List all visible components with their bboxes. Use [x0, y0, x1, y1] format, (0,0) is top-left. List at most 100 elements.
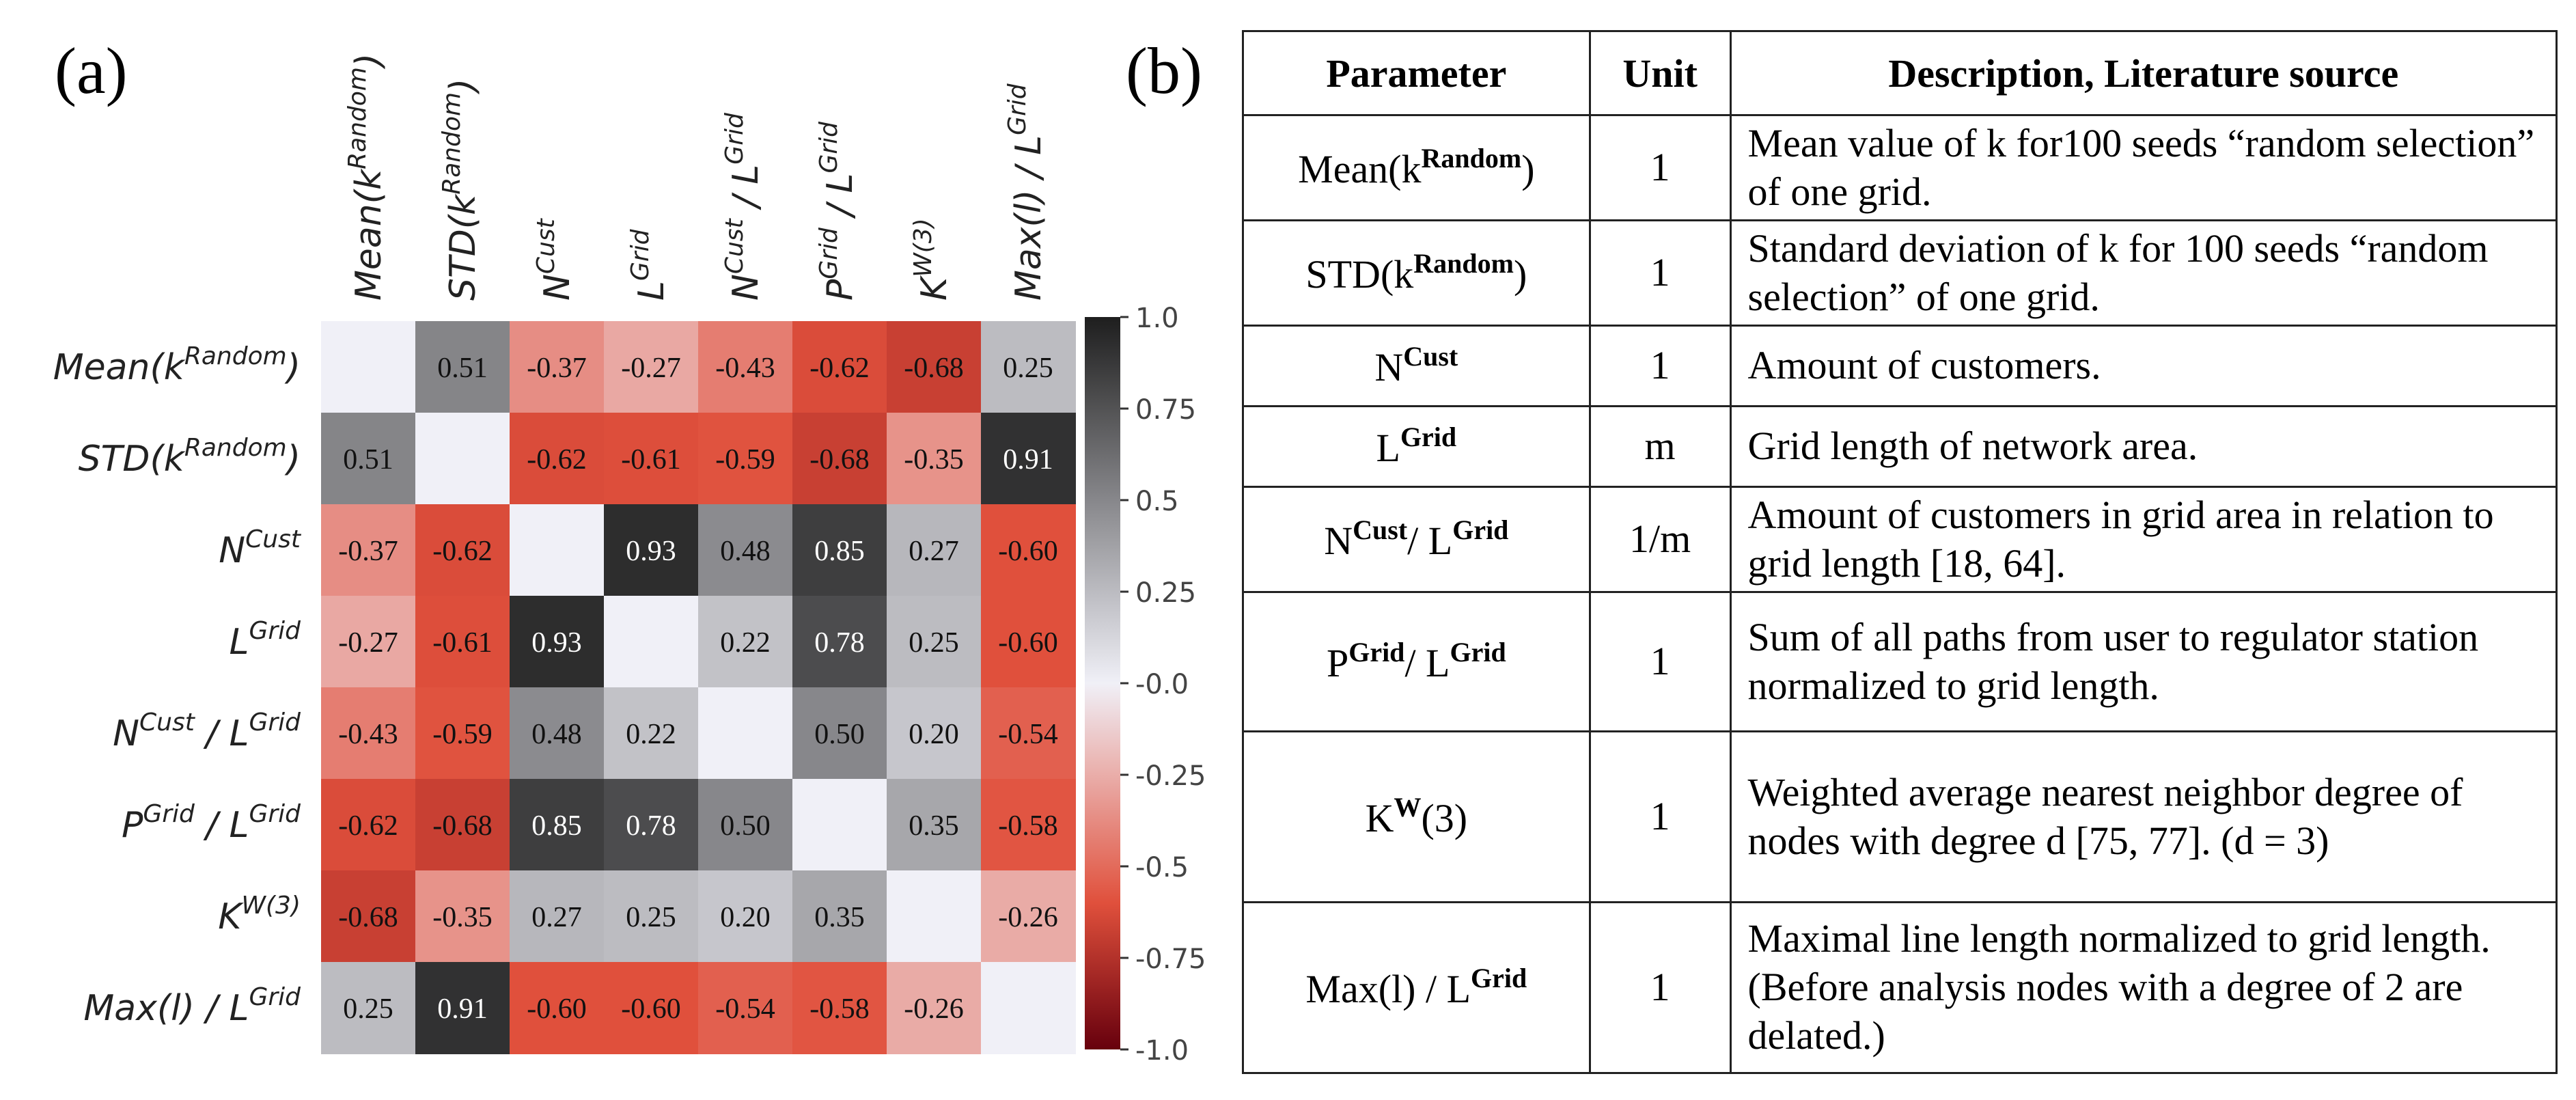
table-row: LGrid m Grid length of network area. [1242, 405, 2558, 488]
header-unit: Unit [1588, 30, 1732, 116]
description-cell: Grid length of network area. [1729, 405, 2558, 488]
colorbar-tick-label: 0.5 [1135, 486, 1179, 517]
heatmap-cell [698, 687, 793, 780]
heatmap-cell [510, 504, 605, 596]
cell-value-label: 0.91 [1003, 444, 1053, 476]
heatmap-cell [698, 504, 793, 596]
y-label-sup: Grid [249, 617, 301, 645]
param-cell: PGrid/ LGrid [1242, 591, 1591, 732]
description-cell: Amount of customers in grid area in rela… [1729, 486, 2558, 593]
param-superscript: W [1394, 791, 1422, 823]
y-axis-label: Mean(kRandom) [53, 342, 301, 388]
heatmap-cell [981, 504, 1076, 596]
unit-cell: 1 [1588, 591, 1732, 732]
x-label-sup: Grid [815, 227, 843, 279]
cell-value-label: -0.26 [998, 902, 1058, 933]
unit-cell: m [1588, 405, 1732, 488]
heatmap-cell [698, 321, 793, 413]
param-cell: Mean(kRandom) [1242, 114, 1591, 221]
heatmap-cell [321, 321, 416, 413]
param-base: P [1326, 640, 1349, 685]
param-cell: NCust [1242, 325, 1591, 407]
heatmap-cell [510, 779, 605, 871]
cell-value-label: -0.68 [432, 810, 493, 842]
x-label-sup: Cust [721, 217, 749, 274]
y-label-sup: Cust [245, 525, 302, 553]
param-superscript: Grid [1348, 636, 1405, 668]
param-base: K [1365, 795, 1394, 840]
heatmap-cell [604, 413, 699, 505]
heatmap-cell [510, 962, 605, 1054]
heatmap-cell [887, 870, 982, 963]
param-base: Max(l) / L [1305, 966, 1471, 1011]
cell-value-label: -0.60 [527, 993, 587, 1025]
param-tail: / L [1407, 518, 1453, 563]
cell-value-label: -0.60 [621, 993, 681, 1025]
param-base: N [1324, 518, 1353, 563]
heatmap-cell [604, 687, 699, 780]
y-label-tail: / L [195, 805, 249, 846]
cell-value-label: -0.43 [715, 353, 775, 384]
colorbar-tick-label: 0.25 [1135, 577, 1196, 609]
cell-value-label: 0.48 [531, 719, 582, 750]
unit-cell: 1 [1588, 901, 1732, 1074]
cell-value-label: 0.91 [437, 993, 488, 1025]
y-axis-label: STD(kRandom) [79, 434, 301, 480]
description-cell: Sum of all paths from user to regulator … [1729, 591, 2558, 732]
description-cell: Amount of customers. [1729, 325, 2558, 407]
header-parameter: Parameter [1242, 30, 1591, 116]
cell-value-label: 0.22 [626, 719, 676, 750]
cell-value-label: 0.50 [720, 810, 771, 842]
x-label-sup: Random [344, 67, 372, 169]
x-label-sup: Cust [532, 217, 560, 274]
param-tail: / L [1404, 640, 1450, 685]
cell-value-label: -0.60 [998, 536, 1058, 567]
heatmap-cell [698, 413, 793, 505]
heatmap-cell [510, 413, 605, 505]
heatmap-cell [321, 596, 416, 688]
colorbar-tick-label: -1.0 [1135, 1035, 1189, 1067]
heatmap-cell [698, 779, 793, 871]
y-label-base: Max(l) / L [83, 988, 249, 1029]
heatmap-cell [415, 504, 510, 596]
heatmap-cell [604, 596, 699, 688]
colorbar-tick-label: -0.25 [1135, 760, 1206, 792]
heatmap-cell [604, 504, 699, 596]
description-cell: Maximal line length normalized to grid l… [1729, 901, 2558, 1074]
heatmap-cell [792, 504, 887, 596]
x-label-base: K [914, 275, 955, 301]
cell-value-label: 0.27 [531, 902, 582, 933]
param-cell: STD(kRandom) [1242, 219, 1591, 327]
panel-a: (a) 0.51 -0.37 -0.27 -0.43 -0.62 -0.68 0.25 0.5… [0, 0, 1243, 1100]
description-cell: Standard deviation of k for 100 seeds “r… [1729, 219, 2558, 327]
x-axis-label: LGrid [626, 228, 672, 301]
param-superscript: Grid [1450, 636, 1506, 668]
cell-value-label: -0.62 [809, 353, 870, 384]
cell-value-label: -0.54 [715, 993, 775, 1025]
y-axis-label: KW(3) [218, 892, 301, 937]
cell-value-label: -0.62 [338, 810, 398, 842]
heatmap-cell [981, 413, 1076, 505]
cell-value-label: 0.20 [720, 902, 771, 933]
cell-value-label: -0.26 [904, 993, 964, 1025]
param-base: Mean(k [1298, 146, 1422, 191]
y-axis-label: LGrid [229, 617, 301, 663]
param-tail: (3) [1421, 795, 1468, 840]
cell-value-label: -0.68 [338, 902, 398, 933]
unit-cell: 1/m [1588, 486, 1732, 593]
x-label-tail: / L [820, 174, 861, 228]
heatmap-cell [981, 321, 1076, 413]
table-row: Mean(kRandom) 1 Mean value of k for100 see… [1242, 114, 2558, 221]
x-label-base: N [725, 274, 766, 301]
heatmap-cell [415, 687, 510, 780]
heatmap-cell [604, 870, 699, 963]
cell-value-label: 0.25 [1003, 353, 1053, 384]
colorbar-tick-label: -0.75 [1135, 944, 1206, 975]
y-axis-label: PGrid / LGrid [122, 800, 301, 846]
cell-value-label: 0.50 [814, 719, 865, 750]
cell-value-label: 0.20 [909, 719, 959, 750]
table-row: PGrid/ LGrid 1 Sum of all paths from user … [1242, 591, 2558, 732]
cell-value-label: -0.37 [338, 536, 398, 567]
x-label-base: Mean(k [348, 168, 389, 301]
x-label-sup: Grid [626, 228, 654, 281]
